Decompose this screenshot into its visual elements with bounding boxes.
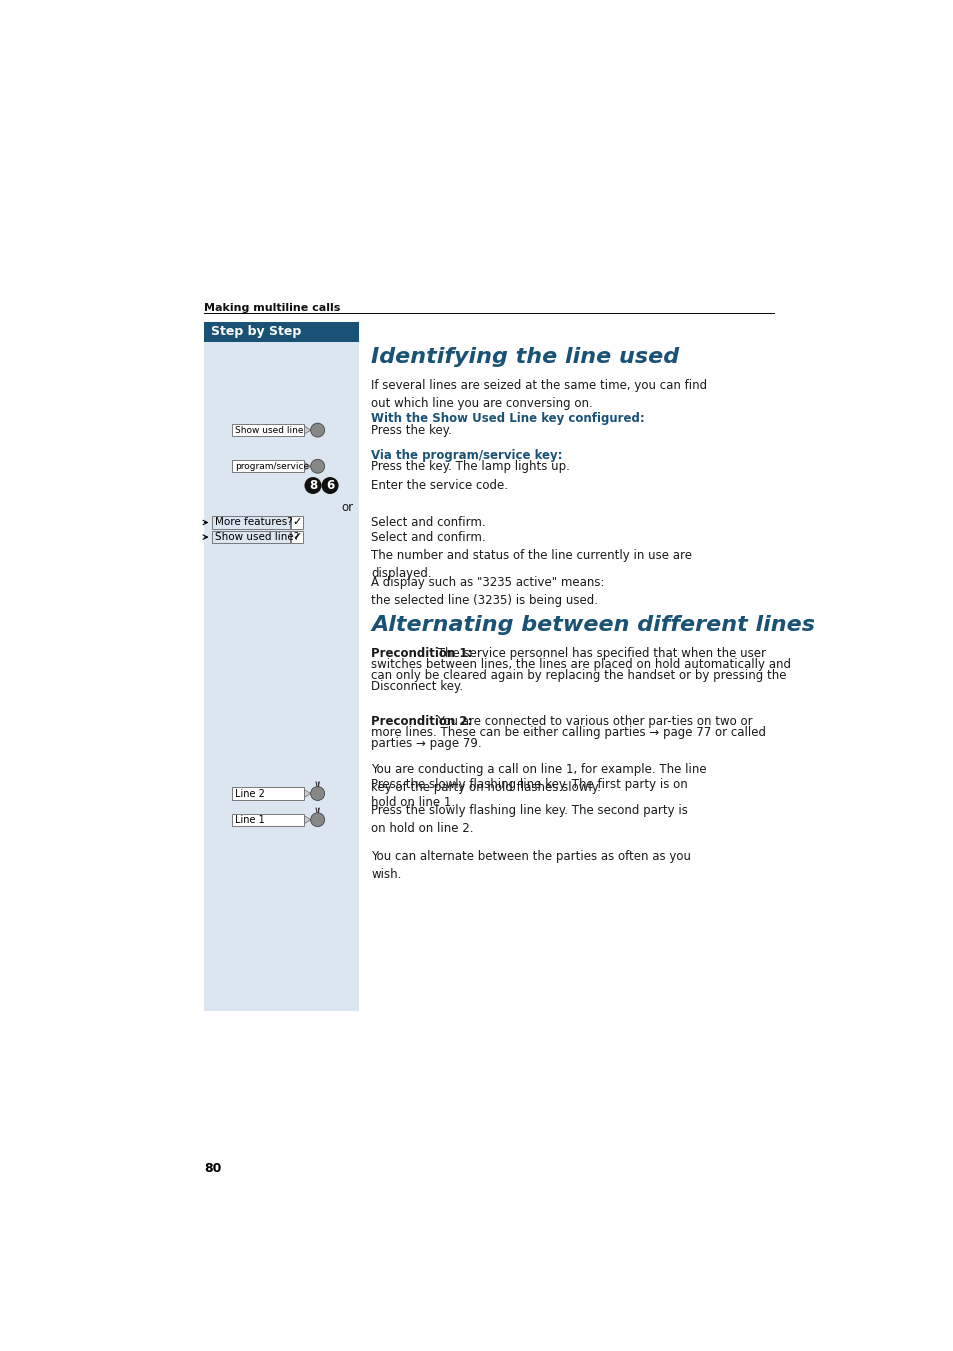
Text: Precondition 2:: Precondition 2: [371,715,472,728]
Text: Disconnect key.: Disconnect key. [371,680,463,693]
Text: Press the key.: Press the key. [371,424,452,436]
Text: Line 1: Line 1 [234,815,264,824]
FancyBboxPatch shape [232,813,304,825]
Polygon shape [304,816,311,824]
FancyBboxPatch shape [212,516,290,528]
Text: With the Show Used Line key configured:: With the Show Used Line key configured: [371,412,644,424]
Circle shape [311,423,324,436]
Text: can only be cleared again by replacing the handset or by pressing the: can only be cleared again by replacing t… [371,669,786,682]
Circle shape [311,813,324,827]
Text: Alternating between different lines: Alternating between different lines [371,615,814,635]
Text: You are connected to various other par-ties on two or: You are connected to various other par-t… [434,715,752,728]
Text: Precondition 1:: Precondition 1: [371,647,472,661]
Circle shape [321,477,338,494]
Polygon shape [304,790,311,797]
FancyBboxPatch shape [204,322,359,342]
Text: Identifying the line used: Identifying the line used [371,347,679,367]
FancyBboxPatch shape [291,531,303,543]
Text: 6: 6 [326,480,334,492]
FancyBboxPatch shape [232,788,304,800]
Text: more lines. These can be either calling parties → page 77 or called: more lines. These can be either calling … [371,725,765,739]
Text: Step by Step: Step by Step [211,326,300,338]
Text: The number and status of the line currently in use are
displayed.: The number and status of the line curren… [371,550,691,581]
Text: Show used line?: Show used line? [215,532,299,542]
FancyBboxPatch shape [291,516,303,528]
Text: Line 2: Line 2 [234,789,264,798]
Text: Select and confirm.: Select and confirm. [371,531,485,543]
Text: A display such as "3235 active" means:
the selected line (3235) is being used.: A display such as "3235 active" means: t… [371,577,604,608]
Circle shape [311,459,324,473]
Text: Show used line: Show used line [234,426,303,435]
FancyBboxPatch shape [212,531,290,543]
Text: ✓: ✓ [292,517,301,527]
Text: switches between lines, the lines are placed on hold automatically and: switches between lines, the lines are pl… [371,658,790,671]
Text: Press the key. The lamp lights up.: Press the key. The lamp lights up. [371,459,569,473]
Text: Via the program/service key:: Via the program/service key: [371,449,562,462]
Circle shape [304,477,321,494]
Polygon shape [304,426,311,434]
Text: Making multiline calls: Making multiline calls [204,303,340,313]
Text: Enter the service code.: Enter the service code. [371,480,508,492]
Text: parties → page 79.: parties → page 79. [371,736,481,750]
Text: Press the slowly flashing line key. The first party is on
hold on line 1.: Press the slowly flashing line key. The … [371,778,687,809]
Text: 8: 8 [309,480,316,492]
Text: The service personnel has specified that when the user: The service personnel has specified that… [434,647,765,661]
FancyBboxPatch shape [232,461,304,473]
Circle shape [311,786,324,800]
Text: You are conducting a call on line 1, for example. The line
key of the party on h: You are conducting a call on line 1, for… [371,763,706,794]
Text: Press the slowly flashing line key. The second party is
on hold on line 2.: Press the slowly flashing line key. The … [371,804,687,835]
FancyBboxPatch shape [204,342,359,1012]
Text: You can alternate between the parties as often as you
wish.: You can alternate between the parties as… [371,850,690,881]
Text: More features?: More features? [215,517,293,527]
Text: program/service: program/service [234,462,309,470]
Text: Select and confirm.: Select and confirm. [371,516,485,530]
Text: If several lines are seized at the same time, you can find
out which line you ar: If several lines are seized at the same … [371,380,706,411]
Text: or: or [341,501,353,513]
Text: ✓: ✓ [292,532,301,542]
FancyBboxPatch shape [232,424,304,436]
Text: 80: 80 [204,1162,222,1174]
Polygon shape [304,462,311,470]
